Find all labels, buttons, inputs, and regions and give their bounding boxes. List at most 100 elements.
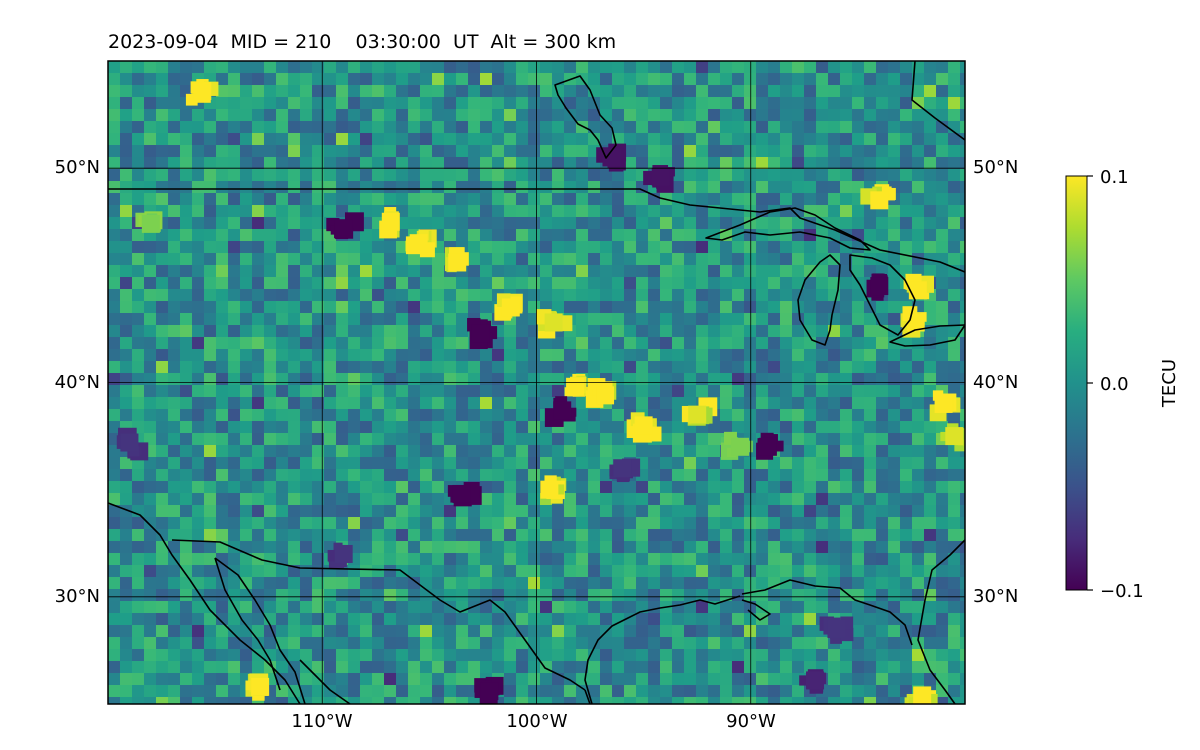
tec-cell <box>276 277 289 290</box>
tec-cell <box>504 601 517 614</box>
tec-cell <box>612 253 625 266</box>
tec-cell <box>228 229 241 242</box>
tec-cell <box>300 673 313 686</box>
tec-cell <box>396 349 409 362</box>
tec-cell <box>948 637 961 650</box>
tec-cell <box>840 601 853 614</box>
tec-cell <box>696 529 709 542</box>
tec-cell <box>180 193 193 206</box>
tec-cell <box>372 445 385 458</box>
tec-cell <box>384 601 397 614</box>
tec-cell <box>204 385 217 398</box>
tec-cell <box>744 157 757 170</box>
tec-cell <box>396 601 409 614</box>
tec-cell <box>624 553 637 566</box>
tec-cell <box>672 601 685 614</box>
tec-cell <box>396 193 409 206</box>
colorbar: 0.1 0.0 −0.1 TECU <box>1065 167 1180 602</box>
tec-cell <box>912 241 925 254</box>
tec-cell <box>816 121 829 134</box>
tec-cell <box>708 349 721 362</box>
tec-cell <box>300 61 313 74</box>
tec-cell <box>204 697 217 704</box>
tec-cell <box>204 253 217 266</box>
tec-cell <box>276 253 289 266</box>
tec-cell <box>288 457 301 470</box>
tec-cell <box>756 193 769 206</box>
tec-cell <box>528 421 541 434</box>
tec-cell <box>600 217 613 230</box>
tec-cell <box>276 529 289 542</box>
tec-cell <box>312 613 325 626</box>
tec-cell <box>384 433 397 446</box>
tec-cell <box>348 661 361 674</box>
tec-cell <box>228 589 241 602</box>
tec-cell <box>300 277 313 290</box>
tec-cell <box>372 697 385 704</box>
tec-cell <box>156 289 169 302</box>
tec-cell <box>876 421 889 434</box>
tec-cell <box>672 265 685 278</box>
tec-cell <box>288 133 301 146</box>
tec-cell <box>960 589 965 602</box>
tec-cell <box>456 61 469 74</box>
tec-cell <box>504 409 517 422</box>
tec-cell <box>324 661 337 674</box>
tec-cell <box>324 85 337 98</box>
tec-cell <box>564 577 577 590</box>
tec-cell <box>456 433 469 446</box>
tec-cell <box>240 445 253 458</box>
tec-cell <box>900 73 913 86</box>
tec-cell <box>300 589 313 602</box>
tec-cell <box>348 277 361 290</box>
tec-cell <box>816 397 829 410</box>
tec-cell <box>552 289 565 302</box>
tec-cell <box>696 241 709 254</box>
tec-cell <box>252 613 265 626</box>
tec-cell <box>804 73 817 86</box>
tec-cell <box>168 313 181 326</box>
tec-cell <box>264 229 277 242</box>
tec-cell <box>540 229 553 242</box>
tec-cell <box>372 109 385 122</box>
tec-cell <box>504 625 517 638</box>
tec-cell <box>528 193 541 206</box>
tec-cell <box>516 481 529 494</box>
tec-cell <box>816 205 829 218</box>
tec-cell <box>684 193 697 206</box>
tec-cell <box>180 565 193 578</box>
tec-cell <box>636 73 649 86</box>
tec-cell <box>360 553 373 566</box>
tec-cell <box>696 133 709 146</box>
tec-cell <box>708 241 721 254</box>
negative-anomaly-core <box>471 324 490 343</box>
tec-cell <box>744 181 757 194</box>
tec-cell <box>852 157 865 170</box>
tec-cell <box>864 349 877 362</box>
tec-cell <box>348 421 361 434</box>
negative-anomaly <box>567 407 577 417</box>
tec-cell <box>384 169 397 182</box>
tec-cell <box>456 157 469 170</box>
tec-cell <box>780 301 793 314</box>
tec-cell <box>804 349 817 362</box>
tec-cell <box>276 613 289 626</box>
tec-cell <box>252 565 265 578</box>
tec-cell <box>360 649 373 662</box>
tec-cell <box>684 241 697 254</box>
tec-cell <box>552 193 565 206</box>
tec-cell <box>900 409 913 422</box>
tec-cell <box>432 553 445 566</box>
tec-cell <box>456 109 469 122</box>
tec-cell <box>900 109 913 122</box>
tec-cell <box>960 157 965 170</box>
tec-cell <box>108 337 121 350</box>
tec-cell <box>132 169 145 182</box>
tec-cell <box>816 133 829 146</box>
tec-cell <box>384 553 397 566</box>
tec-cell <box>108 421 121 434</box>
tec-cell <box>180 253 193 266</box>
tec-cell <box>792 469 805 482</box>
tec-cell <box>216 277 229 290</box>
positive-anomaly-core <box>731 437 750 456</box>
